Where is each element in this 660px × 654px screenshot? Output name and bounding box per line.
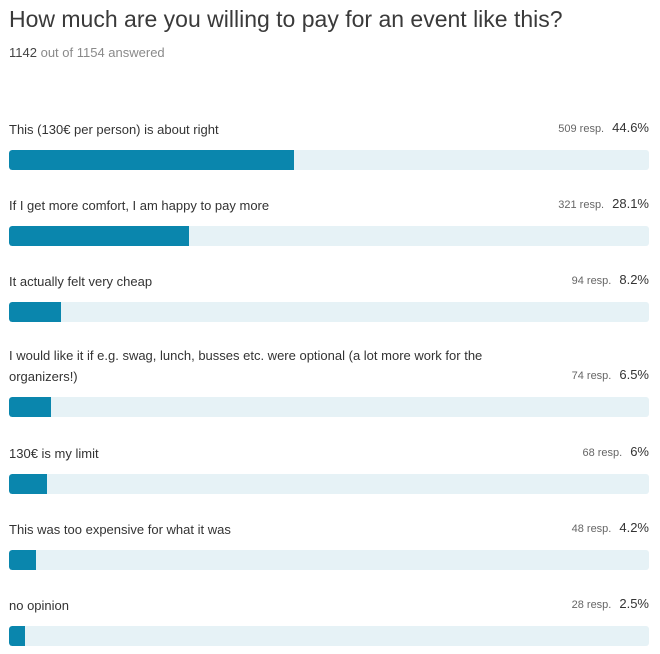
- result-bar-track: [9, 226, 649, 246]
- result-option: This was too expensive for what it was 4…: [9, 517, 649, 593]
- response-count: 68 resp.: [582, 447, 623, 459]
- response-percent: 28.1%: [612, 196, 649, 211]
- response-count: 48 resp.: [571, 523, 612, 535]
- option-label: no opinion: [9, 598, 69, 613]
- result-bar-track: [9, 150, 649, 170]
- result-bar-fill: [9, 397, 51, 417]
- answered-summary: 1142 out of 1154 answered: [9, 45, 165, 60]
- response-percent: 6.5%: [619, 367, 649, 382]
- result-option: It actually felt very cheap 94 resp. 8.2…: [9, 269, 649, 345]
- response-percent: 4.2%: [619, 520, 649, 535]
- option-label: This was too expensive for what it was: [9, 522, 231, 537]
- answered-suffix: out of 1154 answered: [40, 45, 165, 60]
- option-label: 130€ is my limit: [9, 446, 99, 461]
- answered-count: 1142: [9, 45, 37, 60]
- option-label: This (130€ per person) is about right: [9, 122, 219, 137]
- response-count: 94 resp.: [571, 275, 612, 287]
- result-bar-fill: [9, 474, 48, 494]
- response-count: 28 resp.: [571, 599, 612, 611]
- result-bar-fill: [9, 550, 36, 570]
- result-bar-fill: [9, 226, 189, 246]
- result-option: no opinion 28 resp. 2.5%: [9, 593, 649, 653]
- response-percent: 6%: [630, 444, 649, 459]
- result-bar-fill: [9, 302, 62, 322]
- response-percent: 2.5%: [619, 596, 649, 611]
- result-bar-track: [9, 550, 649, 570]
- response-percent: 44.6%: [612, 120, 649, 135]
- result-bar-fill: [9, 150, 295, 170]
- result-bar-track: [9, 474, 649, 494]
- response-percent: 8.2%: [619, 272, 649, 287]
- option-label: It actually felt very cheap: [9, 274, 153, 289]
- response-count: 74 resp.: [571, 370, 612, 382]
- result-bar-track: [9, 302, 649, 322]
- result-bar-track: [9, 397, 649, 417]
- result-bar-fill: [9, 626, 25, 646]
- result-bar-track: [9, 626, 649, 646]
- response-count: 509 resp.: [558, 123, 605, 135]
- result-option: If I get more comfort, I am happy to pay…: [9, 193, 649, 269]
- question-title: How much are you willing to pay for an e…: [9, 6, 563, 32]
- results-list: This (130€ per person) is about right 50…: [9, 117, 649, 653]
- result-option: This (130€ per person) is about right 50…: [9, 117, 649, 193]
- result-option: I would like it if e.g. swag, lunch, bus…: [9, 345, 649, 441]
- result-option: 130€ is my limit 68 resp. 6%: [9, 441, 649, 517]
- response-count: 321 resp.: [558, 199, 605, 211]
- option-label: If I get more comfort, I am happy to pay…: [9, 198, 270, 213]
- option-label: I would like it if e.g. swag, lunch, bus…: [9, 348, 483, 384]
